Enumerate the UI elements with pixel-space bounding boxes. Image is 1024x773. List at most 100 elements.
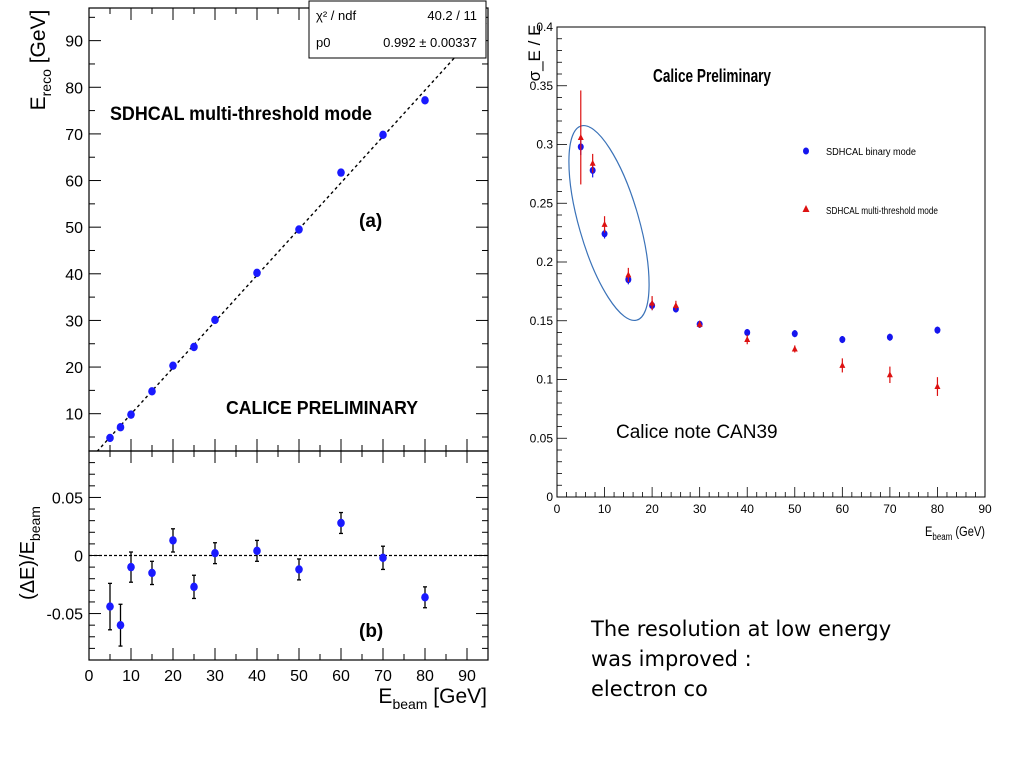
data-point-triangle [934,383,941,390]
data-point [337,168,345,177]
legend-binary-label: SDHCAL binary mode [826,147,916,158]
x-tick-label: 30 [206,668,224,685]
panel-a-frame [88,7,489,452]
data-point-triangle [744,336,751,343]
data-point [211,315,219,325]
panel-b-xlabel-sub: beam [392,696,427,712]
y-tick-label: -0.05 [47,607,84,624]
resolution-title: Calice Preliminary [653,66,771,86]
resolution-xlabel-unit: (GeV) [952,523,985,539]
data-point-triangle [589,159,596,166]
data-point [421,96,429,105]
y-tick-label: 0 [546,490,553,504]
data-point [116,620,125,630]
legend-multi-threshold-label: SDHCAL multi-threshold mode [826,206,938,217]
resolution-axis-ticks: 0 0.05 0.1 0.15 0.2 0.25 0.3 0.35 0.4 0 10 20 30 40 50… [530,20,992,516]
svg-text:σ_E / E: σ_E / E [525,25,544,82]
resolution-annotation: Calice note CAN39 [616,422,778,443]
resolution-plot: 0 0.05 0.1 0.15 0.2 0.25 0.3 0.35 0.4 0 10 20 30 40 50… [525,20,992,543]
data-point [211,548,219,558]
panel-a-ylabel-unit: [GeV] [27,10,50,70]
y-tick-label: 60 [65,174,83,191]
resolution-legend: SDHCAL binary mode SDHCAL multi-threshol… [802,147,938,217]
data-point [169,536,177,545]
resolution-ylabel: σ_E / E [525,25,544,82]
data-point-circle [601,230,608,238]
panel-a-watermark: CALICE PRELIMINARY [226,398,418,418]
data-point-triangle [649,299,656,306]
x-tick-label: 10 [598,502,612,516]
panel-b-ylabel-sub: beam [27,506,43,541]
data-point [148,568,156,578]
data-point-triangle [625,271,632,278]
notes-text-block: The resolution at low energy was improve… [591,614,891,704]
panel-b-frame [88,450,489,661]
data-point [253,268,261,278]
resolution-xlabel-main: E [925,523,932,539]
data-point-triangle [601,220,608,227]
data-point [379,130,387,140]
data-point [337,518,345,528]
notes-line-1: The resolution at low energy [591,617,892,641]
data-point-circle [886,333,893,341]
notes-line-2: was improved : [591,647,752,671]
y-tick-label: 90 [65,34,83,51]
x-tick-label: 80 [416,668,434,685]
x-tick-label: 0 [85,668,94,685]
fit-line [96,20,488,451]
notes-line-3: electron co [591,677,708,701]
y-tick-label: 50 [65,220,83,237]
data-point [190,342,198,352]
x-tick-label: 60 [836,502,850,516]
stats-chi2-label: χ² / ndf [316,8,356,23]
data-point-triangle [672,301,679,308]
y-tick-label: 30 [65,313,83,330]
data-point [379,553,387,563]
y-tick-label: 0.2 [536,255,553,269]
data-point [106,602,114,611]
panel-b-axis-ticks: -0.05 0 0.05 0 10 20 30 40 50 60 70 80 90 [47,451,489,685]
panel-b-xlabel-unit: [GeV] [427,685,487,708]
x-tick-label: 10 [122,668,140,685]
panel-a-ylabel-sub: reco [38,69,54,96]
x-tick-label: 90 [458,668,476,685]
y-tick-label: 70 [65,127,83,144]
resolution-ylabel-text: σ_E / E [525,25,544,82]
x-tick-label: 60 [332,668,350,685]
stats-p0-label: p0 [316,35,330,50]
x-tick-label: 50 [290,668,308,685]
y-tick-label: 0.05 [52,490,83,507]
panel-b-xlabel: Ebeam [GeV] [378,685,487,712]
panel-a-points [106,96,429,443]
panel-b-ylabel-main: (ΔE)/E [17,541,39,600]
x-tick-label: 40 [741,502,755,516]
data-point [190,582,198,592]
y-tick-label: 0.35 [530,79,554,93]
data-point [253,546,261,556]
y-tick-label: 10 [65,407,83,424]
panel-a-label: (a) [359,211,382,232]
data-point [116,423,125,432]
y-tick-label: 40 [65,267,83,284]
data-point-circle [934,326,941,334]
panel-a: 10 20 30 40 50 60 70 80 90 SDHCAL multi-threshol… [27,0,489,452]
y-tick-label: 0 [74,549,83,566]
stats-p0-value: 0.992 ± 0.00337 [383,35,477,50]
x-tick-label: 20 [164,668,182,685]
resolution-xlabel-sub: beam [932,532,952,543]
data-point-circle [744,329,751,336]
data-point [295,225,303,234]
x-tick-label: 70 [374,668,392,685]
panel-a-title: SDHCAL multi-threshold mode [110,104,372,125]
data-point [148,387,156,396]
data-point-triangle [886,371,893,378]
data-point-circle [791,330,798,338]
data-point [106,433,114,443]
x-tick-label: 80 [931,502,945,516]
data-point-triangle [577,133,584,140]
x-tick-label: 30 [693,502,707,516]
y-tick-label: 0.1 [536,373,553,387]
data-point [169,361,177,370]
data-point-triangle [696,320,703,327]
